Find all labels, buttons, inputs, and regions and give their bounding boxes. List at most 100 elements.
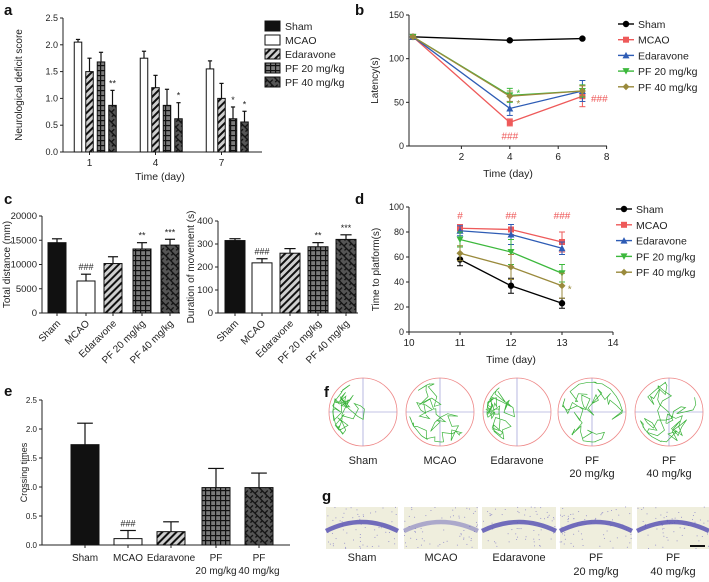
cell-dot <box>405 545 407 547</box>
cell-dot <box>662 546 664 548</box>
bar <box>73 41 83 153</box>
series-line <box>412 36 583 110</box>
swim-trajectory <box>409 383 463 443</box>
legend-swatch <box>264 48 281 60</box>
x-tick-label: 11 <box>455 338 466 349</box>
cell-dot <box>476 524 478 526</box>
group-label: PF <box>585 455 599 467</box>
cell-dot <box>414 530 416 532</box>
cell-dot <box>581 538 583 540</box>
cell-dot <box>520 528 522 530</box>
pyramidal-layer <box>481 519 557 534</box>
panel-label-d: d <box>355 191 364 208</box>
cell-dot <box>684 527 686 529</box>
significance-label: ** <box>314 231 322 241</box>
cell-dot <box>332 543 334 545</box>
cell-dot <box>425 515 427 517</box>
significance-label: * <box>568 285 572 296</box>
cell-dot <box>533 538 535 540</box>
legend-label: MCAO <box>638 35 670 47</box>
group-label: MCAO <box>425 552 458 564</box>
cell-dot <box>570 542 572 544</box>
cell-dot <box>408 515 410 517</box>
cell-dot <box>554 526 556 528</box>
cell-dot <box>533 541 535 543</box>
cell-dot <box>359 518 361 520</box>
significance-label: * <box>516 99 520 110</box>
cell-dot <box>334 507 336 509</box>
swim-trajectory <box>332 384 365 435</box>
series-pf-40-mg-kg <box>456 245 566 299</box>
y-tick-label: 20 <box>394 302 404 312</box>
legend-label: Edaravone <box>638 50 689 62</box>
cell-dot <box>572 513 574 515</box>
cell-dot <box>584 519 586 521</box>
bar <box>47 242 67 314</box>
group-label: Sham <box>349 455 378 467</box>
cell-dot <box>585 515 587 517</box>
cell-dot <box>562 507 564 509</box>
cell-dot <box>568 517 570 519</box>
cell-dot <box>707 520 709 522</box>
data-point <box>409 33 417 41</box>
cell-dot <box>601 512 603 514</box>
y-tick-label: 2.5 <box>26 396 38 405</box>
cell-dot <box>344 542 346 544</box>
cell-dot <box>508 541 510 543</box>
cell-dot <box>517 510 519 512</box>
cell-dot <box>518 512 520 514</box>
cell-dot <box>667 539 669 541</box>
cell-dot <box>563 543 565 545</box>
panel-label-f: f <box>324 384 330 401</box>
histology-image <box>403 506 479 549</box>
y-tick-label: 100 <box>197 285 213 296</box>
cell-dot <box>463 538 465 540</box>
cell-dot <box>666 511 668 513</box>
swim-path-image <box>634 377 704 447</box>
cell-dot <box>630 537 632 539</box>
x-tick-label: 13 <box>556 338 568 349</box>
cell-dot <box>353 539 355 541</box>
y-axis-label: Crossing times <box>19 442 29 502</box>
cell-dot <box>446 540 448 542</box>
cell-dot <box>580 533 582 535</box>
y-axis-label: Duration of movement (s) <box>186 211 197 324</box>
panel-label-c: c <box>4 191 12 208</box>
cell-dot <box>441 517 443 519</box>
data-point <box>456 249 464 257</box>
x-tick-label: Sham <box>215 318 241 344</box>
cell-dot <box>678 512 680 514</box>
cell-dot <box>439 544 441 546</box>
cell-dot <box>491 514 493 516</box>
cell-dot <box>452 509 454 511</box>
cell-dot <box>458 517 460 519</box>
data-point <box>507 231 515 238</box>
cell-dot <box>504 509 506 511</box>
cell-dot <box>538 545 540 547</box>
bar <box>85 71 94 153</box>
significance-label: ### <box>591 94 608 105</box>
group-label: 20 mg/kg <box>569 468 614 480</box>
data-point <box>506 104 514 112</box>
cell-dot <box>642 507 644 509</box>
cell-dot <box>629 542 631 544</box>
cell-dot <box>564 538 566 540</box>
cell-dot <box>429 543 431 545</box>
cell-dot <box>538 539 540 541</box>
cell-dot <box>332 545 334 547</box>
cell-dot <box>543 518 545 520</box>
pyramidal-layer <box>403 519 479 534</box>
legend-swatch <box>264 34 281 46</box>
cell-dot <box>518 528 520 530</box>
data-point <box>558 300 566 307</box>
bar <box>96 61 106 153</box>
cell-dot <box>516 539 518 541</box>
tissue-background <box>404 507 478 549</box>
cell-dot <box>490 514 492 516</box>
bar <box>224 240 246 314</box>
cell-dot <box>567 521 569 523</box>
group-label: 40 mg/kg <box>650 566 695 578</box>
series-mcao <box>410 33 586 127</box>
cell-dot <box>423 540 425 542</box>
y-tick-label: 0 <box>208 308 213 319</box>
